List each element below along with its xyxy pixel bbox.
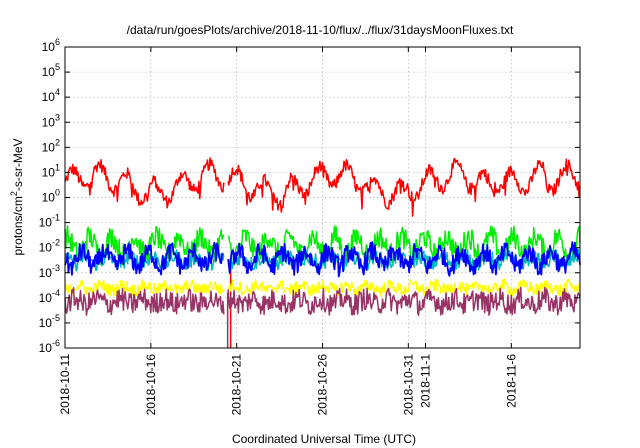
y-tick-label: 105	[42, 62, 60, 79]
axis-ticks: 10-6 10-5 10-4 10-3 10-2 10-1 100 101 102 103 104 1…	[39, 37, 580, 415]
series-line-4	[64, 278, 581, 298]
y-tick-label: 101	[42, 162, 60, 179]
x-tick-label: 2018-11-1	[419, 354, 433, 408]
x-tick-label: 2018-10-21	[230, 354, 244, 416]
y-tick-label: 10-1	[39, 213, 60, 230]
y-tick-label: 103	[42, 112, 60, 129]
x-tick-label: 2018-10-26	[316, 354, 330, 416]
series-line-5	[64, 286, 581, 316]
x-tick-label: 2018-11-6	[504, 354, 518, 408]
chart-title: /data/run/goesPlots/archive/2018-11-10/f…	[127, 23, 514, 37]
series-line-3	[64, 241, 581, 278]
y-tick-label: 10-6	[39, 338, 60, 355]
series-layer	[64, 157, 581, 348]
x-axis-label: Coordinated Universal Time (UTC)	[232, 432, 416, 446]
x-tick-label: 2018-10-16	[144, 354, 158, 416]
y-tick-label: 104	[42, 87, 60, 104]
y-tick-label: 10-5	[39, 313, 60, 330]
y-tick-label: 10-3	[39, 263, 60, 280]
y-tick-label: 10-4	[39, 288, 60, 305]
y-tick-label: 102	[42, 137, 60, 154]
y-tick-label: 100	[42, 188, 60, 205]
y-axis-label: protons/cm2-s-sr-MeV	[9, 138, 25, 255]
y-tick-label: 106	[42, 37, 60, 54]
x-tick-label: 2018-10-11	[58, 354, 72, 415]
x-tick-label: 2018-10-31	[401, 354, 415, 416]
y-tick-label: 10-2	[39, 238, 60, 255]
series-line-0	[64, 157, 581, 217]
